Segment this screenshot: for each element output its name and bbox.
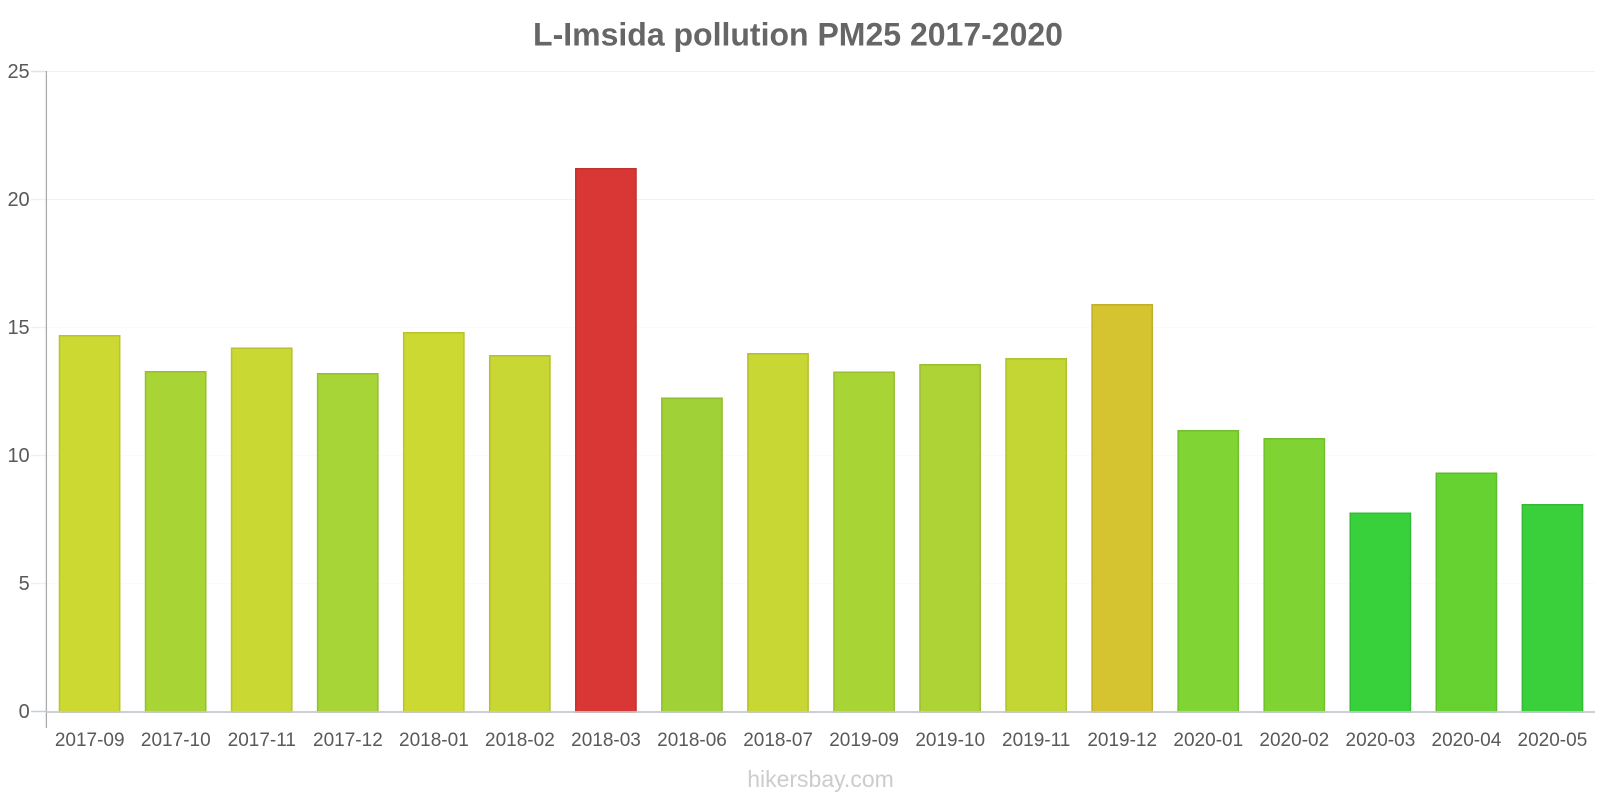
svg-text:2019-09: 2019-09 [829, 730, 899, 751]
svg-text:L-Imsida pollution PM25 2017-2: L-Imsida pollution PM25 2017-2020 [533, 16, 1063, 52]
svg-text:hikersbay.com: hikersbay.com [747, 766, 894, 792]
svg-text:15: 15 [7, 317, 29, 339]
svg-text:2020-03: 2020-03 [1346, 730, 1416, 751]
svg-text:2020-05: 2020-05 [1518, 730, 1588, 751]
svg-text:25: 25 [7, 61, 29, 83]
svg-text:2019-12: 2019-12 [1087, 730, 1157, 751]
svg-text:10: 10 [7, 445, 29, 467]
svg-text:2020-02: 2020-02 [1259, 730, 1329, 751]
svg-text:2018-03: 2018-03 [571, 730, 641, 751]
svg-text:2018-06: 2018-06 [657, 730, 727, 751]
svg-text:2017-09: 2017-09 [55, 730, 125, 751]
svg-text:2017-10: 2017-10 [141, 730, 211, 751]
svg-text:5: 5 [19, 573, 30, 595]
svg-text:2018-02: 2018-02 [485, 730, 555, 751]
svg-text:20: 20 [7, 189, 29, 211]
svg-text:2020-01: 2020-01 [1173, 730, 1243, 751]
svg-text:2019-11: 2019-11 [1002, 730, 1070, 751]
svg-text:2019-10: 2019-10 [915, 730, 985, 751]
svg-text:0: 0 [19, 701, 30, 723]
svg-text:2017-11: 2017-11 [228, 730, 296, 751]
svg-text:2020-04: 2020-04 [1432, 730, 1502, 751]
svg-text:2018-01: 2018-01 [399, 730, 469, 751]
svg-text:2017-12: 2017-12 [313, 730, 383, 751]
svg-text:2018-07: 2018-07 [743, 730, 813, 751]
